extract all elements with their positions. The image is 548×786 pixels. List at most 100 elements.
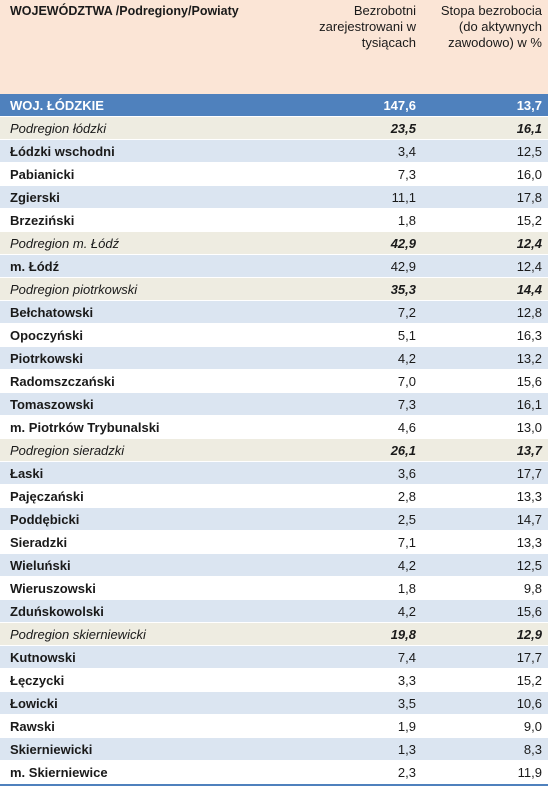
table-row: Tomaszowski 7,3 16,1 <box>0 392 548 416</box>
header-unemployed: Bezrobotni zarejestrowani w tysiącach <box>296 0 422 94</box>
table-row: Rawski 1,9 9,0 <box>0 714 548 738</box>
rate-value: 13,7 <box>422 438 548 462</box>
rate-value: 13,7 <box>422 94 548 117</box>
region-name: Pajęczański <box>0 484 296 508</box>
region-name: Opoczyński <box>0 323 296 347</box>
unemployed-value: 26,1 <box>296 438 422 462</box>
rate-value: 16,1 <box>422 392 548 416</box>
region-name: Piotrkowski <box>0 346 296 370</box>
table-row: Podregion piotrkowski 35,3 14,4 <box>0 277 548 301</box>
region-name: m. Piotrków Trybunalski <box>0 415 296 439</box>
rate-value: 12,4 <box>422 254 548 278</box>
table-row: Wieluński 4,2 12,5 <box>0 553 548 577</box>
table-row: m. Łódź 42,9 12,4 <box>0 254 548 278</box>
region-name: Łowicki <box>0 691 296 715</box>
unemployed-value: 4,6 <box>296 415 422 439</box>
table-row: Opoczyński 5,1 16,3 <box>0 323 548 347</box>
header-rate: Stopa bezrobocia (do aktywnych zawodowo)… <box>422 0 548 94</box>
table-row: Skierniewicki 1,3 8,3 <box>0 737 548 761</box>
region-name: Poddębicki <box>0 507 296 531</box>
unemployed-value: 7,1 <box>296 530 422 554</box>
unemployed-value: 4,2 <box>296 553 422 577</box>
region-name: Tomaszowski <box>0 392 296 416</box>
unemployed-value: 3,3 <box>296 668 422 692</box>
rate-value: 13,3 <box>422 530 548 554</box>
table-row: Łęczycki 3,3 15,2 <box>0 668 548 692</box>
table-row: m. Skierniewice 2,3 11,9 <box>0 760 548 784</box>
unemployed-value: 19,8 <box>296 622 422 646</box>
rate-value: 16,0 <box>422 162 548 186</box>
rate-value: 9,8 <box>422 576 548 600</box>
table-row: Bełchatowski 7,2 12,8 <box>0 300 548 324</box>
region-name: Sieradzki <box>0 530 296 554</box>
unemployed-value: 7,2 <box>296 300 422 324</box>
unemployed-value: 4,2 <box>296 346 422 370</box>
rate-value: 12,9 <box>422 622 548 646</box>
unemployed-value: 7,0 <box>296 369 422 393</box>
unemployed-value: 1,3 <box>296 737 422 761</box>
region-name: Kutnowski <box>0 645 296 669</box>
rate-value: 14,4 <box>422 277 548 301</box>
rate-value: 16,1 <box>422 116 548 140</box>
header-region: WOJEWÓDZTWA /Podregiony/Powiaty <box>0 0 296 94</box>
unemployed-value: 1,8 <box>296 576 422 600</box>
rate-value: 8,3 <box>422 737 548 761</box>
region-name: Podregion skierniewicki <box>0 622 296 646</box>
region-name: WOJ. ŁÓDZKIE <box>0 94 296 117</box>
rate-value: 13,3 <box>422 484 548 508</box>
unemployed-value: 1,9 <box>296 714 422 738</box>
unemployed-value: 2,3 <box>296 760 422 784</box>
region-name: Brzeziński <box>0 208 296 232</box>
table-row: Zduńskowolski 4,2 15,6 <box>0 599 548 623</box>
rate-value: 13,2 <box>422 346 548 370</box>
region-name: Radomszczański <box>0 369 296 393</box>
table-body: WOJ. ŁÓDZKIE 147,6 13,7 Podregion łódzki 23,… <box>0 94 548 784</box>
unemployed-value: 7,3 <box>296 162 422 186</box>
region-name: Podregion łódzki <box>0 116 296 140</box>
region-name: Łódzki wschodni <box>0 139 296 163</box>
unemployed-value: 42,9 <box>296 231 422 255</box>
table-row: Radomszczański 7,0 15,6 <box>0 369 548 393</box>
unemployed-value: 7,4 <box>296 645 422 669</box>
region-name: Wieruszowski <box>0 576 296 600</box>
rate-value: 12,5 <box>422 553 548 577</box>
region-name: Bełchatowski <box>0 300 296 324</box>
region-name: Podregion sieradzki <box>0 438 296 462</box>
region-name: Łaski <box>0 461 296 485</box>
region-name: Zduńskowolski <box>0 599 296 623</box>
unemployed-value: 42,9 <box>296 254 422 278</box>
table-row: Podregion skierniewicki 19,8 12,9 <box>0 622 548 646</box>
unemployed-value: 2,5 <box>296 507 422 531</box>
table-row: m. Piotrków Trybunalski 4,6 13,0 <box>0 415 548 439</box>
rate-value: 12,4 <box>422 231 548 255</box>
unemployed-value: 1,8 <box>296 208 422 232</box>
table-row: Piotrkowski 4,2 13,2 <box>0 346 548 370</box>
table-row: Łódzki wschodni 3,4 12,5 <box>0 139 548 163</box>
table-row: Kutnowski 7,4 17,7 <box>0 645 548 669</box>
table-row: Łowicki 3,5 10,6 <box>0 691 548 715</box>
unemployed-value: 11,1 <box>296 185 422 209</box>
header-row: WOJEWÓDZTWA /Podregiony/Powiaty Bezrobot… <box>0 0 548 94</box>
rate-value: 13,0 <box>422 415 548 439</box>
unemployed-value: 3,6 <box>296 461 422 485</box>
region-name: Podregion piotrkowski <box>0 277 296 301</box>
table-row: Poddębicki 2,5 14,7 <box>0 507 548 531</box>
rate-value: 17,7 <box>422 645 548 669</box>
rate-value: 10,6 <box>422 691 548 715</box>
rate-value: 12,5 <box>422 139 548 163</box>
region-name: Pabianicki <box>0 162 296 186</box>
region-name: Skierniewicki <box>0 737 296 761</box>
rate-value: 17,8 <box>422 185 548 209</box>
table-row: Pajęczański 2,8 13,3 <box>0 484 548 508</box>
rate-value: 14,7 <box>422 507 548 531</box>
unemployed-value: 3,5 <box>296 691 422 715</box>
rate-value: 16,3 <box>422 323 548 347</box>
table-row: Łaski 3,6 17,7 <box>0 461 548 485</box>
region-name: m. Łódź <box>0 254 296 278</box>
table-row: Pabianicki 7,3 16,0 <box>0 162 548 186</box>
unemployed-value: 5,1 <box>296 323 422 347</box>
region-name: Łęczycki <box>0 668 296 692</box>
region-name: m. Skierniewice <box>0 760 296 784</box>
unemployed-value: 7,3 <box>296 392 422 416</box>
